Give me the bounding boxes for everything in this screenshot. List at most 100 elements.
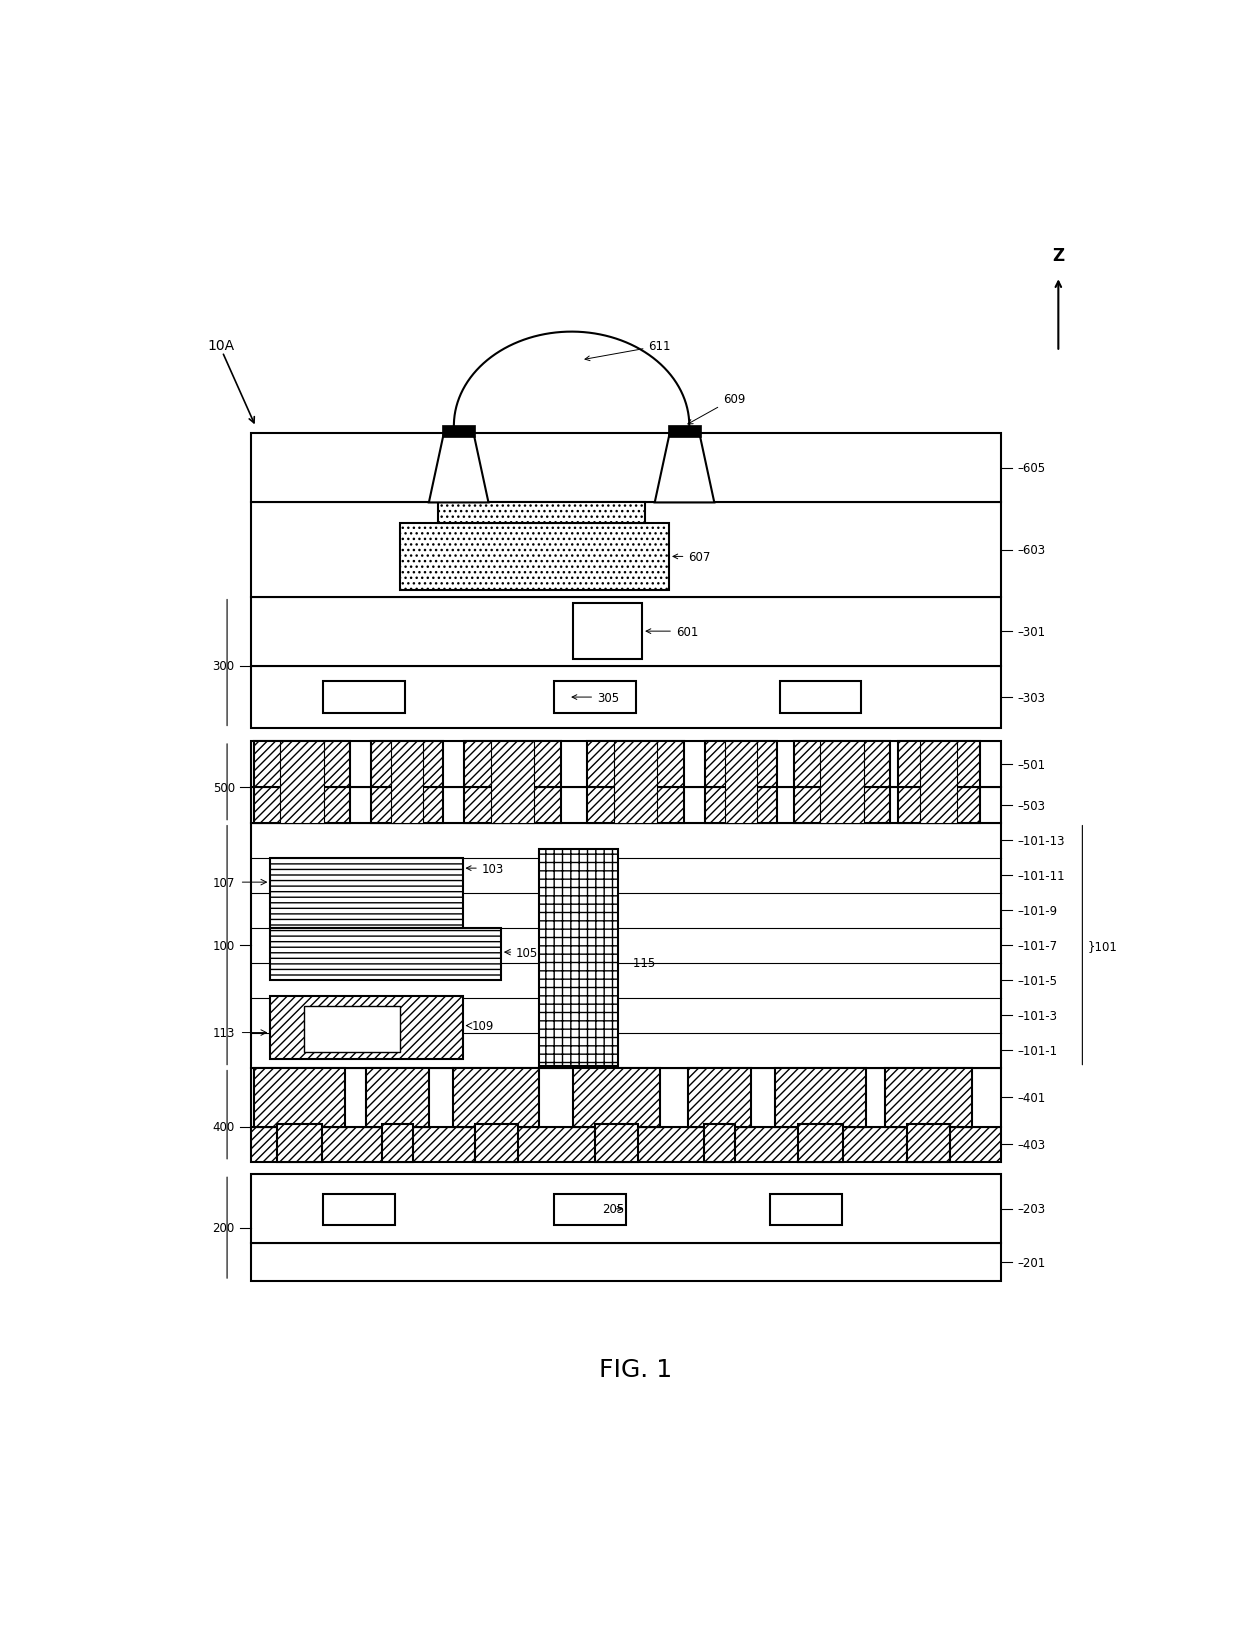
Text: }101: }101 [1087,939,1117,952]
Bar [250,787,1001,823]
Bar [614,742,657,823]
Bar [491,742,534,823]
Bar [250,742,1001,787]
Polygon shape [429,434,489,504]
Bar [704,787,776,823]
Bar [794,787,890,823]
Text: –603: –603 [1017,544,1045,557]
Bar [704,1125,735,1162]
Text: 607: 607 [673,551,711,564]
Bar [453,1068,539,1126]
Bar [554,681,636,714]
Text: 100: 100 [212,939,234,952]
Text: –605: –605 [1017,461,1045,474]
Bar [668,425,701,438]
Text: Z: Z [1053,246,1064,264]
Text: –401: –401 [1017,1090,1045,1104]
Bar [270,927,501,981]
Bar [367,1068,429,1126]
Bar [391,742,424,823]
Text: 200: 200 [212,1221,234,1234]
Text: 111: 111 [409,1032,433,1045]
Bar [775,1068,866,1126]
Text: –201: –201 [1017,1257,1045,1268]
Bar [304,1007,401,1051]
Bar [371,787,444,823]
Text: 611: 611 [585,341,671,362]
Text: –403: –403 [1017,1138,1045,1151]
Bar [595,1125,637,1162]
Text: 601: 601 [646,626,698,639]
Bar [465,787,560,823]
Bar [277,1125,322,1162]
Text: W1: W1 [357,877,376,887]
Bar [920,742,957,823]
Text: 205: 205 [601,1203,624,1216]
Bar [885,1068,972,1126]
Bar [704,742,776,787]
Bar [324,681,404,714]
Bar [770,1193,842,1226]
Bar [280,742,324,823]
Bar [588,742,683,787]
Bar [573,603,642,660]
Bar [539,849,619,1066]
Text: –301: –301 [1017,626,1045,639]
Text: –101-7: –101-7 [1017,939,1058,952]
Text: –101-1: –101-1 [1017,1043,1058,1056]
Bar [780,681,862,714]
Text: –501: –501 [1017,758,1045,771]
Bar [588,787,683,823]
Bar [724,742,756,823]
Text: –203: –203 [1017,1203,1045,1216]
Bar [797,1125,843,1162]
Bar [250,1175,1001,1244]
Bar [250,1244,1001,1281]
Text: 105: 105 [516,945,538,958]
Bar [250,1126,1001,1162]
Text: 113: 113 [212,1027,234,1040]
Text: –101-9: –101-9 [1017,905,1058,918]
Bar [465,742,560,787]
Bar [382,1125,413,1162]
Bar [898,742,980,787]
Bar [401,523,670,592]
Bar [254,1068,345,1126]
Polygon shape [655,434,714,504]
Bar [270,857,463,927]
Text: FIG. 1: FIG. 1 [599,1358,672,1381]
Text: 609: 609 [688,393,745,425]
Text: 300: 300 [212,660,234,673]
Bar [270,996,463,1060]
Bar [250,597,1001,667]
Text: –101-13: –101-13 [1017,835,1064,848]
Text: 400: 400 [212,1120,234,1133]
Bar [898,787,980,823]
Bar [254,742,350,787]
Bar [443,425,475,438]
Bar [821,742,864,823]
Text: 109: 109 [472,1019,495,1032]
Text: –101-11: –101-11 [1017,869,1065,882]
Bar [573,1068,660,1126]
Bar [250,434,1001,504]
Text: –101-5: –101-5 [1017,975,1056,988]
Text: 103: 103 [466,862,503,875]
Bar [906,1125,950,1162]
Text: 500: 500 [212,781,234,794]
Bar [324,1193,396,1226]
Text: –503: –503 [1017,799,1045,812]
Bar [371,742,444,787]
Bar [688,1068,751,1126]
Text: 107: 107 [212,875,234,888]
Bar [250,504,1001,597]
Bar [475,1125,518,1162]
Bar [250,823,1001,1068]
Text: –303: –303 [1017,691,1045,704]
Bar [250,667,1001,729]
Text: 305: 305 [572,691,619,704]
Text: 10A: 10A [208,339,236,354]
Text: W2: W2 [377,947,394,957]
Bar [794,742,890,787]
Bar [254,787,350,823]
